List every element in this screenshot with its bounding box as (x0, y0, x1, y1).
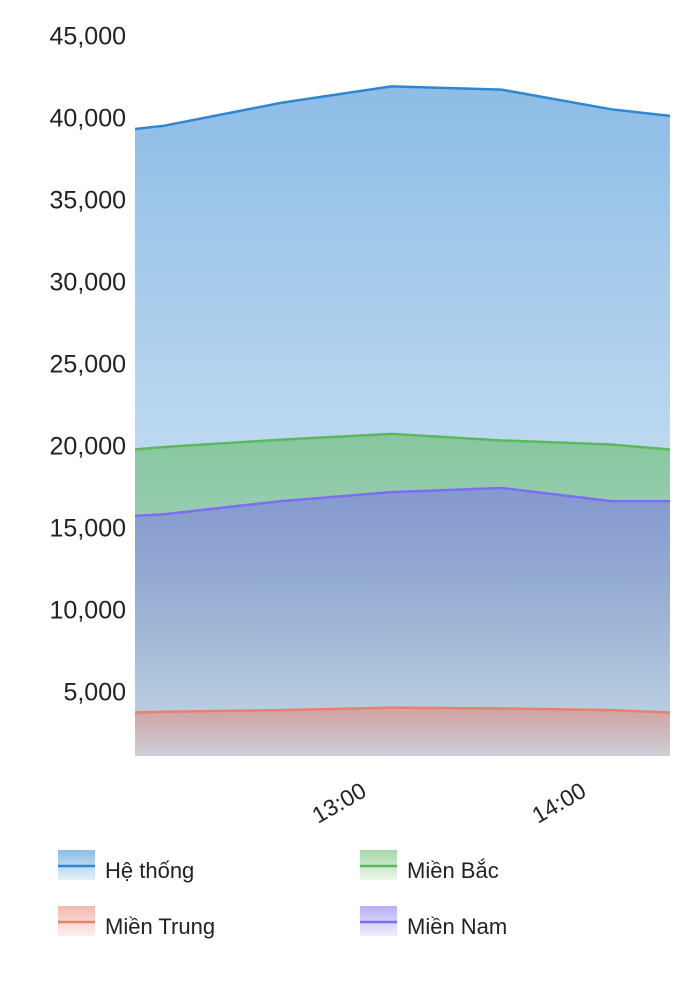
legend-label: Miền Trung (105, 914, 215, 939)
line (134, 85, 671, 131)
y-tick-label: 40,000 (50, 105, 126, 133)
legend-label: Miền Bắc (407, 858, 499, 883)
y-tick-label: 5,000 (63, 678, 126, 706)
line (134, 486, 670, 518)
line (134, 432, 671, 451)
y-tick-label: 30,000 (50, 268, 126, 296)
y-tick-label: 45,000 (50, 23, 126, 51)
y-tick-label: 35,000 (50, 187, 126, 215)
x-tick-label: 14:00 (527, 777, 590, 828)
x-tick-label: 13:00 (308, 777, 371, 828)
area (135, 487, 670, 756)
y-tick-label: 10,000 (50, 596, 126, 624)
y-tick-label: 20,000 (50, 432, 126, 460)
legend-label: Miền Nam (407, 914, 507, 939)
y-tick-label: 15,000 (50, 514, 126, 542)
y-tick-label: 25,000 (50, 350, 126, 378)
legend-label: Hệ thống (105, 858, 194, 883)
line (134, 706, 671, 714)
area (135, 707, 670, 756)
